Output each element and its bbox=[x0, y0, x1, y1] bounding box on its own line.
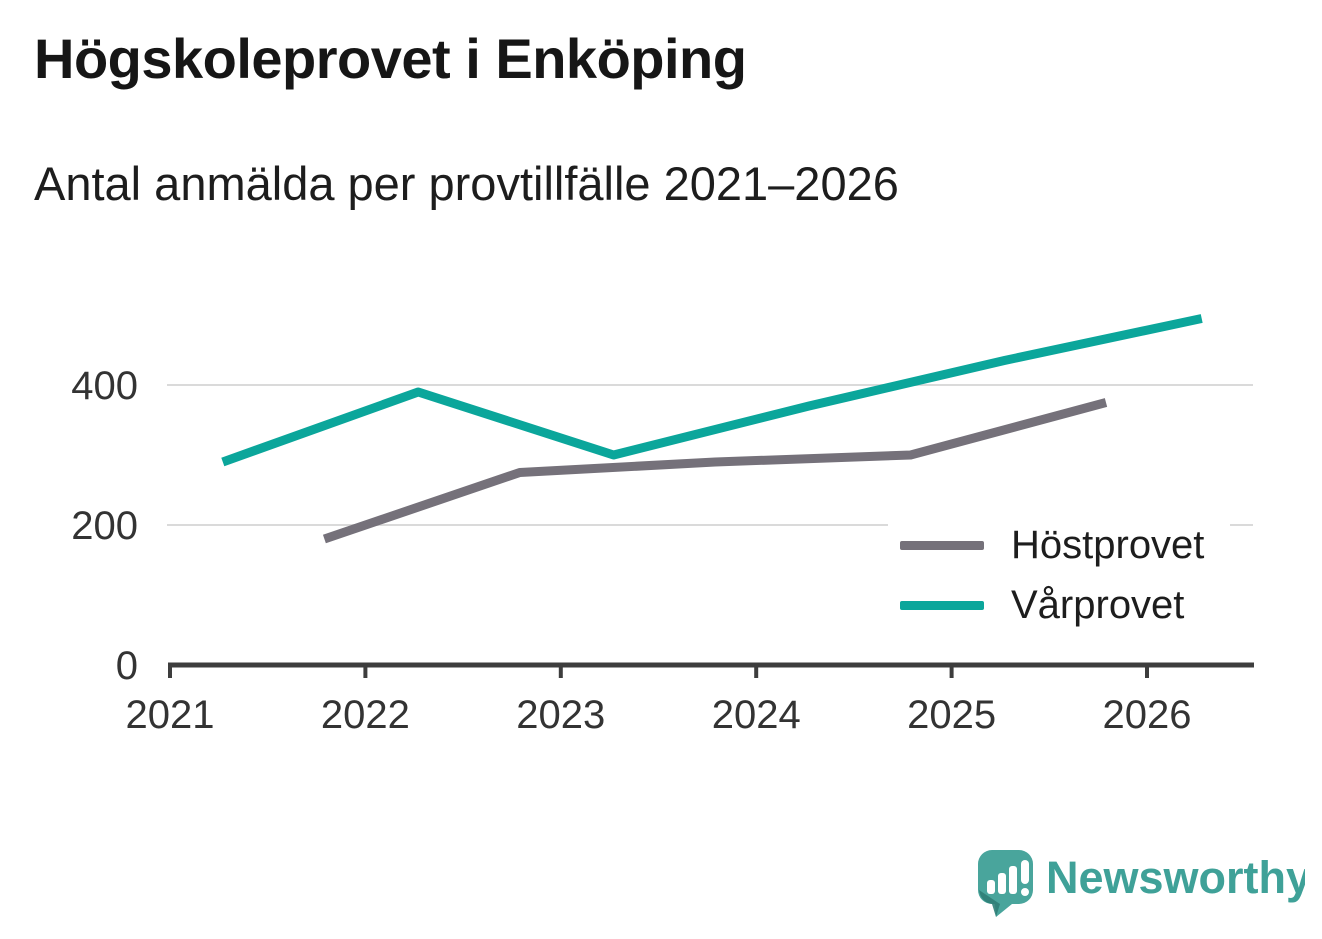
logo-exclamation-icon bbox=[1021, 860, 1029, 896]
logo-bubble-shadow bbox=[979, 890, 1000, 917]
varprovet-line-swatch bbox=[900, 600, 984, 610]
line-varprovet bbox=[221, 314, 1203, 467]
legend-label-hostprovet: Höstprovet bbox=[1011, 522, 1205, 567]
x-tick-label-2022: 2022 bbox=[321, 693, 410, 737]
legend-label-varprovet: Vårprovet bbox=[1011, 582, 1185, 627]
newsworthy-wordmark: Newsworthy bbox=[1046, 852, 1305, 903]
logo-bars-icon bbox=[987, 866, 1017, 894]
x-tick-label-2024: 2024 bbox=[712, 693, 801, 737]
y-tick-label-400: 400 bbox=[71, 364, 138, 408]
x-tick-label-2026: 2026 bbox=[1103, 693, 1192, 737]
y-tick-label-200: 200 bbox=[71, 504, 138, 548]
legend-item-hostprovet: Höstprovet bbox=[888, 515, 1230, 575]
x-tick-label-2021: 2021 bbox=[126, 693, 215, 737]
chart-subtitle: Antal anmälda per provtillfälle 2021–202… bbox=[34, 157, 899, 210]
legend-item-varprovet: Vårprovet bbox=[888, 575, 1230, 635]
x-tick-label-2023: 2023 bbox=[516, 693, 605, 737]
x-tick-label-2025: 2025 bbox=[907, 693, 996, 737]
hostprovet-line-swatch bbox=[900, 540, 984, 550]
y-tick-label-0: 0 bbox=[116, 644, 138, 688]
line-hostprovet bbox=[322, 398, 1108, 544]
chart-title: Högskoleprovet i Enköping bbox=[34, 27, 747, 90]
newsworthy-logo: Newsworthy bbox=[978, 850, 1305, 917]
chart-legend: Höstprovet Vårprovet bbox=[888, 515, 1230, 641]
